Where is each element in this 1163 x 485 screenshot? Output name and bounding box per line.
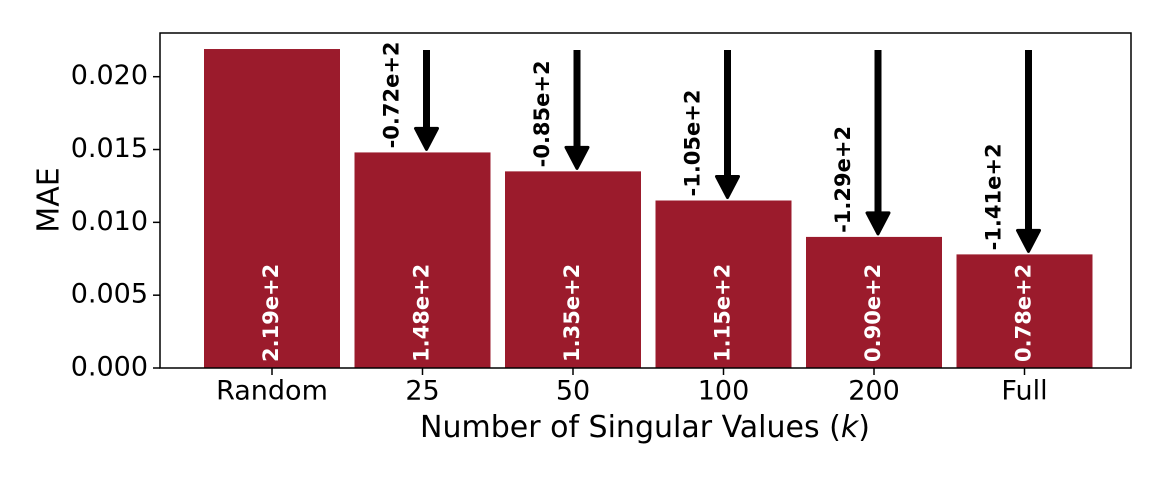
arrow-label: -0.85e+2 <box>530 60 554 167</box>
x-tick-label: 25 <box>405 376 439 407</box>
arrow-label: -1.29e+2 <box>831 126 855 233</box>
value-label: 1.48e+2 <box>410 264 434 362</box>
value-label: 0.78e+2 <box>1012 264 1036 362</box>
arrow-head <box>414 126 439 151</box>
bar <box>505 171 641 368</box>
arrow-head <box>564 145 590 170</box>
arrow-head <box>715 175 740 199</box>
y-tick-label: 0.000 <box>71 352 148 383</box>
arrow-label: -1.41e+2 <box>982 143 1006 250</box>
arrow-head <box>865 211 891 236</box>
plot-frame <box>159 32 1132 369</box>
x-axis-label: Number of Singular Values (k) <box>420 410 870 445</box>
arrow-label: -0.72e+2 <box>380 41 404 148</box>
value-label: 0.90e+2 <box>861 264 885 362</box>
y-tick-label: 0.010 <box>71 206 148 237</box>
bar <box>806 236 942 368</box>
bar <box>655 200 792 368</box>
x-tick-label: 200 <box>848 376 900 407</box>
y-tick-label: 0.015 <box>71 133 148 164</box>
y-tick-label: 0.020 <box>71 60 148 91</box>
bar <box>354 152 491 368</box>
arrow-head <box>1016 228 1041 253</box>
y-tick-label: 0.005 <box>71 279 148 310</box>
bar <box>956 254 1093 368</box>
y-axis-label: MAE <box>32 167 67 232</box>
value-label: 1.15e+2 <box>711 264 735 362</box>
x-tick-label: 100 <box>698 376 750 407</box>
arrow-label: -1.05e+2 <box>681 90 705 197</box>
value-label: 1.35e+2 <box>560 264 584 362</box>
bar <box>204 49 340 369</box>
value-label: 2.19e+2 <box>259 264 283 362</box>
x-tick-label: Random <box>216 376 328 407</box>
x-tick-label: 50 <box>556 376 590 407</box>
x-tick-label: Full <box>1001 376 1047 407</box>
